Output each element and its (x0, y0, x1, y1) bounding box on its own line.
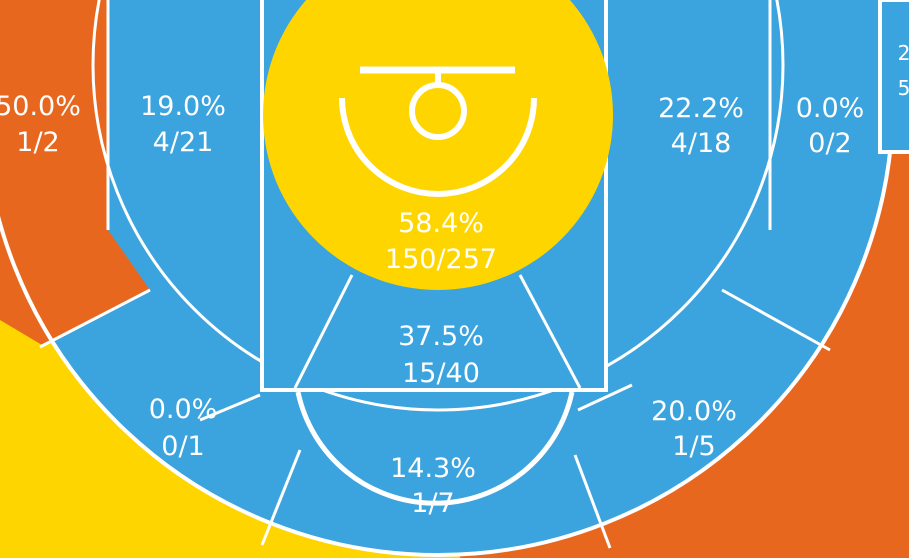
paint-divider-left (293, 274, 354, 389)
zone-label-left-baseline: 19.0% 4/21 (140, 91, 226, 158)
svg-text:150/257: 150/257 (385, 244, 497, 275)
zone-label-right-baseline: 22.2% 4/18 (658, 93, 744, 159)
svg-text:19.0%: 19.0% (140, 91, 226, 122)
zone-label-left-elbow: 0.0% 0/1 (149, 394, 218, 462)
zone-label-right-elbow: 20.0% 1/5 (651, 396, 737, 462)
divider-left-lower (199, 393, 261, 422)
divider-bottom-left (260, 449, 302, 546)
divider-left-upper (39, 288, 151, 349)
svg-text:37.5%: 37.5% (398, 321, 484, 352)
zone-label-left-corner: 50.0% 1/2 (0, 91, 81, 158)
zone-label-right-corner: 0.0% 0/2 (796, 93, 865, 159)
svg-text:15/40: 15/40 (402, 358, 480, 389)
svg-text:20.0%: 20.0% (651, 396, 737, 427)
svg-text:0/1: 0/1 (161, 431, 204, 462)
svg-text:4/18: 4/18 (671, 128, 732, 159)
paint-divider-right (518, 274, 582, 389)
restricted-arc (339, 97, 537, 197)
right-edge-box[interactable] (878, 0, 909, 154)
svg-text:2: 2 (898, 41, 909, 65)
left-corner-three-zone[interactable] (0, 0, 150, 345)
svg-text:1/7: 1/7 (411, 488, 454, 519)
svg-text:4/21: 4/21 (153, 127, 214, 158)
svg-text:1/2: 1/2 (16, 127, 59, 158)
svg-text:5: 5 (898, 76, 909, 100)
svg-text:58.4%: 58.4% (398, 208, 484, 239)
svg-text:50.0%: 50.0% (0, 91, 81, 122)
rim-icon (409, 82, 467, 140)
svg-text:0.0%: 0.0% (149, 394, 218, 425)
svg-text:22.2%: 22.2% (658, 93, 744, 124)
restricted-area-zone[interactable] (263, 0, 613, 290)
svg-text:0/2: 0/2 (808, 128, 851, 159)
divider-right-upper (721, 288, 831, 352)
divider-bottom-right (573, 454, 612, 549)
mid-range-ring-line (91, 0, 785, 412)
svg-text:0.0%: 0.0% (796, 93, 865, 124)
svg-text:14.3%: 14.3% (390, 453, 476, 484)
free-throw-arc (295, 391, 575, 506)
zone-label-paint: 37.5% 15/40 (398, 321, 484, 389)
zone-label-top-key: 14.3% 1/7 (390, 453, 476, 519)
zone-label-right-edge: 2 5 (898, 41, 909, 100)
svg-text:1/5: 1/5 (672, 431, 715, 462)
zone-label-restricted-area: 58.4% 150/257 (385, 208, 497, 275)
divider-right-lower (577, 383, 633, 412)
